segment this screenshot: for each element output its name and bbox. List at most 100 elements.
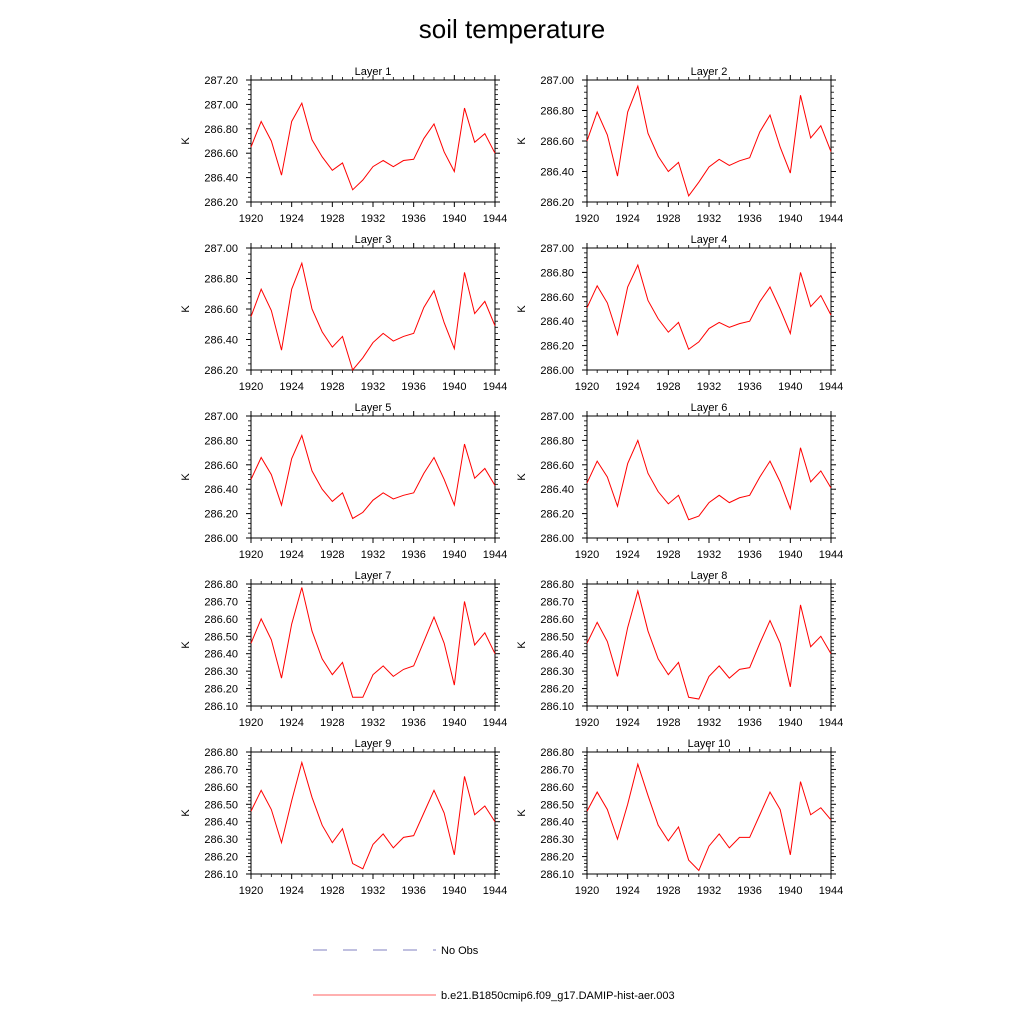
x-tick-label: 1944: [483, 213, 507, 225]
y-tick-label: 286.40: [540, 484, 574, 496]
y-tick-label: 286.50: [540, 799, 574, 811]
panel-title: Layer 8: [691, 570, 728, 582]
y-tick-label: 286.20: [540, 197, 574, 209]
y-tick-label: 286.40: [204, 173, 238, 185]
panel-layer-1: Layer 1 K 286.20 286.40 286.60 286.80 287.00 28…: [180, 66, 507, 225]
y-tick-label: 286.80: [540, 267, 574, 279]
x-tick-label: 1932: [697, 885, 721, 897]
y-tick-label: 286.10: [204, 701, 238, 713]
y-tick-label: 286.60: [204, 460, 238, 472]
panel-title: Layer 10: [688, 738, 731, 750]
y-tick-label: 286.00: [204, 533, 238, 545]
x-tick-label: 1944: [483, 381, 507, 393]
x-tick-label: 1944: [819, 885, 843, 897]
x-tick-label: 1924: [279, 381, 303, 393]
x-tick-label: 1932: [361, 381, 385, 393]
x-tick-label: 1936: [737, 885, 761, 897]
y-tick-label: 286.10: [204, 869, 238, 881]
x-tick-label: 1924: [615, 717, 639, 729]
chart-title: soil temperature: [418, 14, 606, 44]
y-tick-label: 286.40: [540, 649, 574, 661]
x-tick-label: 1944: [819, 213, 843, 225]
x-tick-label: 1936: [401, 549, 425, 561]
x-tick-label: 1932: [697, 549, 721, 561]
y-axis-label: K: [516, 641, 528, 649]
y-tick-label: 286.30: [204, 666, 238, 678]
x-tick-label: 1944: [483, 717, 507, 729]
y-tick-label: 286.40: [540, 817, 574, 829]
panel-layer-5: Layer 5 K 286.00 286.20 286.40 286.60 286.80 28…: [180, 402, 507, 561]
x-tick-label: 1928: [320, 885, 344, 897]
y-tick-label: 286.40: [540, 316, 574, 328]
y-tick-label: 286.30: [540, 834, 574, 846]
x-tick-label: 1932: [361, 885, 385, 897]
x-tick-label: 1940: [778, 549, 802, 561]
y-axis-label: K: [516, 809, 528, 817]
y-tick-label: 286.60: [204, 304, 238, 316]
y-tick-label: 286.80: [540, 106, 574, 118]
x-tick-label: 1936: [401, 213, 425, 225]
y-tick-label: 286.70: [540, 596, 574, 608]
plot-frame: [586, 751, 832, 875]
x-tick-label: 1944: [819, 381, 843, 393]
panel-title: Layer 3: [355, 234, 392, 246]
x-tick-label: 1920: [575, 381, 599, 393]
x-tick-label: 1928: [656, 885, 680, 897]
x-tick-label: 1940: [778, 885, 802, 897]
y-tick-label: 286.00: [540, 533, 574, 545]
y-tick-label: 286.00: [540, 365, 574, 377]
y-axis-label: K: [516, 305, 528, 313]
x-tick-label: 1920: [575, 717, 599, 729]
x-tick-label: 1920: [239, 213, 263, 225]
panel-layer-7: Layer 7 K 286.10 286.20 286.30 286.40 286.50 28…: [180, 570, 507, 729]
y-tick-label: 286.60: [204, 148, 238, 160]
y-tick-label: 287.00: [540, 243, 574, 255]
x-tick-label: 1924: [615, 213, 639, 225]
panel-layer-8: Layer 8 K 286.10 286.20 286.30 286.40 286.50 28…: [516, 570, 843, 729]
y-tick-label: 286.40: [204, 484, 238, 496]
y-tick-label: 286.60: [540, 136, 574, 148]
x-tick-label: 1936: [401, 885, 425, 897]
x-tick-label: 1928: [320, 549, 344, 561]
x-tick-label: 1932: [697, 717, 721, 729]
y-tick-label: 286.50: [540, 631, 574, 643]
y-tick-label: 286.80: [204, 747, 238, 759]
x-tick-label: 1940: [778, 381, 802, 393]
x-tick-label: 1944: [483, 549, 507, 561]
x-tick-label: 1936: [737, 213, 761, 225]
y-tick-label: 286.80: [204, 435, 238, 447]
x-tick-label: 1928: [656, 381, 680, 393]
y-tick-label: 286.20: [540, 509, 574, 521]
y-tick-label: 287.20: [204, 75, 238, 87]
x-tick-label: 1920: [239, 381, 263, 393]
y-tick-label: 286.50: [204, 631, 238, 643]
y-tick-label: 286.20: [540, 341, 574, 353]
series-line: [250, 101, 496, 191]
y-axis-label: K: [180, 641, 192, 649]
y-tick-label: 286.60: [540, 292, 574, 304]
x-tick-label: 1928: [656, 213, 680, 225]
y-axis-label: K: [516, 473, 528, 481]
x-tick-label: 1940: [778, 717, 802, 729]
x-tick-label: 1936: [737, 549, 761, 561]
y-tick-label: 286.20: [540, 684, 574, 696]
x-tick-label: 1932: [697, 381, 721, 393]
y-tick-label: 286.80: [540, 579, 574, 591]
x-tick-label: 1928: [656, 549, 680, 561]
x-tick-label: 1920: [575, 213, 599, 225]
y-tick-label: 286.10: [540, 869, 574, 881]
y-axis-label: K: [516, 137, 528, 145]
x-tick-label: 1932: [361, 549, 385, 561]
panel-title: Layer 1: [355, 66, 392, 78]
y-tick-label: 286.60: [540, 614, 574, 626]
x-tick-label: 1940: [442, 381, 466, 393]
series-line: [586, 84, 832, 197]
panel-title: Layer 6: [691, 402, 728, 414]
x-tick-label: 1924: [279, 885, 303, 897]
plot-frame: [250, 247, 496, 371]
x-tick-label: 1944: [483, 885, 507, 897]
y-axis-label: K: [180, 137, 192, 145]
panel-title: Layer 9: [355, 738, 392, 750]
y-tick-label: 287.00: [204, 99, 238, 111]
plot-frame: [586, 415, 832, 539]
